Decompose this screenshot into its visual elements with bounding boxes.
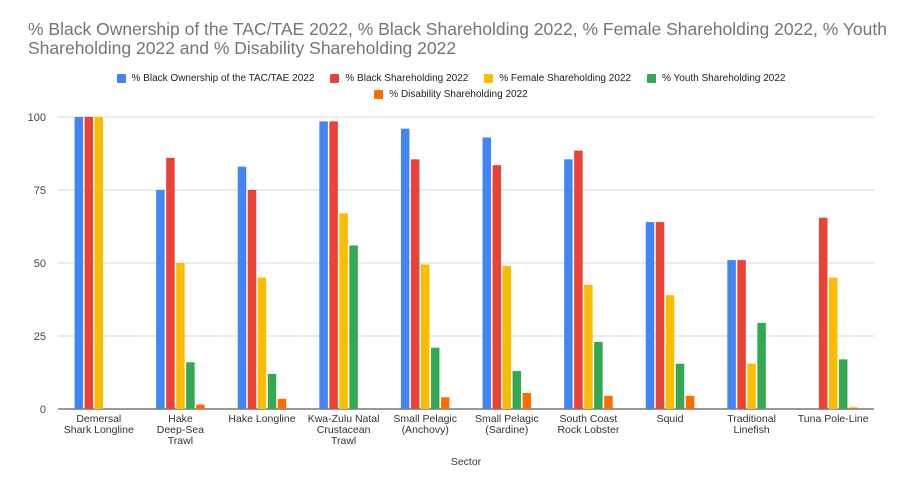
x-tick-label: Small Pelagic (Sardine)	[475, 413, 539, 436]
bar-black-shareholding	[410, 159, 420, 409]
bar-female-shareholding	[828, 277, 838, 409]
bar-female-shareholding	[176, 263, 185, 409]
bar-black-ownership	[319, 121, 328, 409]
bar-disability-shareholding	[440, 397, 450, 409]
x-tick-label: South Coast Rock Lobster	[557, 413, 619, 436]
x-axis-title: Sector	[451, 456, 482, 468]
bar-black-shareholding	[329, 121, 338, 409]
legend-swatch	[647, 73, 657, 83]
x-tick-label: Tuna Pole-Line	[798, 413, 869, 425]
legend-row-1: % Black Ownership of the TAC/TAE 2022 % …	[0, 70, 902, 86]
legend-swatch	[116, 73, 126, 83]
bar-youth-shareholding	[267, 373, 277, 409]
x-tick-label: Demersal Shark Longline	[64, 413, 134, 436]
legend-label: % Disability Shareholding 2022	[389, 88, 528, 100]
bar-youth-shareholding	[186, 362, 195, 409]
legend-swatch	[330, 73, 340, 83]
bar-female-shareholding	[257, 277, 267, 409]
bar-disability-shareholding	[522, 392, 532, 409]
legend-item-disability-shareholding[interactable]: % Disability Shareholding 2022	[374, 88, 528, 100]
bar-black-shareholding	[574, 150, 583, 409]
bar-black-shareholding	[655, 222, 665, 409]
legend-label: % Black Ownership of the TAC/TAE 2022	[131, 72, 315, 84]
bar-disability-shareholding	[196, 404, 205, 409]
bar-disability-shareholding	[685, 395, 695, 409]
y-tick-label: 0	[40, 404, 46, 416]
bar-black-shareholding	[492, 165, 502, 409]
bar-youth-shareholding	[512, 371, 522, 409]
bar-youth-shareholding	[430, 347, 440, 409]
legend-item-black-ownership[interactable]: % Black Ownership of the TAC/TAE 2022	[116, 72, 315, 84]
legend-item-youth-shareholding[interactable]: % Youth Shareholding 2022	[647, 73, 785, 84]
bar-female-shareholding	[584, 284, 593, 409]
bar-youth-shareholding	[838, 359, 848, 409]
bar-black-ownership	[482, 137, 492, 409]
x-tick-label: Traditional Linefish	[727, 413, 776, 436]
bar-black-shareholding	[818, 217, 828, 409]
legend-swatch	[374, 89, 384, 99]
bar-disability-shareholding	[277, 398, 287, 409]
bar-youth-shareholding	[675, 363, 685, 409]
bar-youth-shareholding	[594, 341, 603, 409]
bar-black-ownership	[564, 159, 573, 409]
y-tick-label: 75	[34, 185, 46, 197]
bar-black-ownership	[156, 190, 165, 409]
legend-label: % Youth Shareholding 2022	[662, 72, 786, 84]
legend-swatch	[484, 73, 494, 83]
legend-label: % Black Shareholding 2022	[345, 72, 469, 84]
bar-female-shareholding	[747, 363, 756, 409]
x-tick-label: Hake Longline	[228, 413, 295, 425]
bar-female-shareholding	[502, 265, 512, 409]
x-tick-label: Small Pelagic (Anchovy)	[393, 413, 457, 436]
bar-female-shareholding	[339, 213, 348, 409]
x-tick-label: Hake Deep-Sea Trawl	[157, 413, 204, 447]
y-tick-label: 25	[34, 331, 46, 343]
bar-black-ownership	[74, 117, 84, 409]
bar-female-shareholding	[94, 117, 104, 409]
chart-title: % Black Ownership of the TAC/TAE 2022, %…	[28, 19, 887, 58]
legend-row-2: % Disability Shareholding 2022	[0, 86, 902, 102]
bar-black-shareholding	[166, 157, 175, 409]
bar-black-shareholding	[84, 117, 94, 409]
bar-youth-shareholding	[349, 245, 358, 409]
bar-female-shareholding	[665, 295, 675, 409]
legend-item-black-shareholding[interactable]: % Black Shareholding 2022	[330, 73, 468, 84]
bar-black-ownership	[645, 222, 655, 409]
legend: % Black Ownership of the TAC/TAE 2022 % …	[0, 70, 902, 102]
bar-black-shareholding	[737, 260, 746, 409]
bar-disability-shareholding	[848, 407, 858, 409]
bar-disability-shareholding	[604, 395, 613, 409]
bar-youth-shareholding	[757, 322, 766, 409]
legend-item-female-shareholding[interactable]: % Female Shareholding 2022	[484, 73, 631, 84]
y-tick-label: 100	[28, 112, 46, 124]
bar-black-shareholding	[247, 190, 257, 409]
y-tick-label: 50	[34, 258, 46, 270]
legend-label: % Female Shareholding 2022	[499, 72, 632, 84]
bar-black-ownership	[727, 260, 736, 409]
x-tick-label: Kwa-Zulu Natal Crustacean Trawl	[308, 413, 380, 447]
x-tick-label: Squid	[657, 413, 684, 425]
bar-black-ownership	[400, 128, 410, 409]
bar-black-ownership	[237, 166, 247, 409]
bar-female-shareholding	[420, 264, 430, 409]
